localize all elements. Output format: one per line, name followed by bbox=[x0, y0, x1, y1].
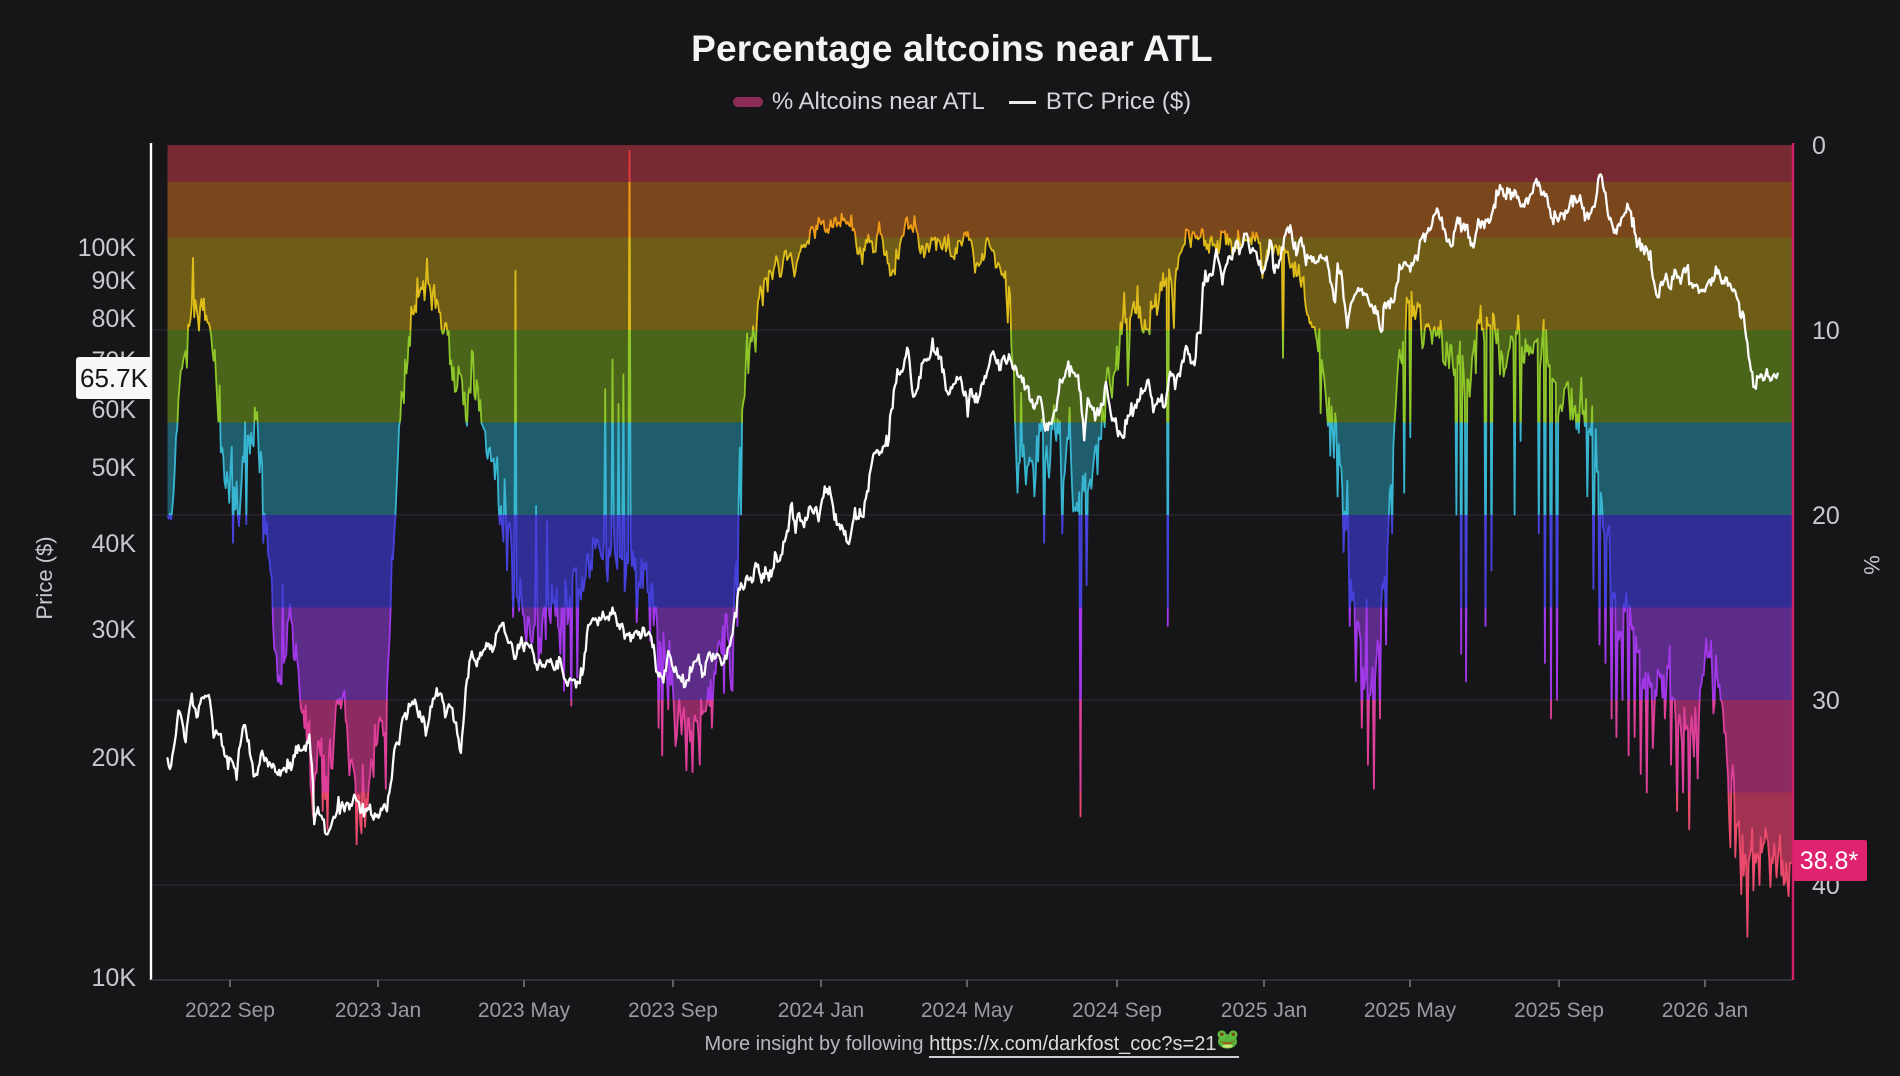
svg-text:10: 10 bbox=[1812, 317, 1840, 345]
svg-text:80K: 80K bbox=[92, 305, 137, 333]
svg-text:100K: 100K bbox=[78, 234, 137, 262]
svg-text:2025 May: 2025 May bbox=[1364, 999, 1457, 1022]
svg-text:%: % bbox=[1859, 555, 1884, 575]
svg-text:2023 Sep: 2023 Sep bbox=[628, 999, 718, 1022]
svg-text:30: 30 bbox=[1812, 687, 1840, 715]
svg-text:2024 Jan: 2024 Jan bbox=[778, 999, 864, 1022]
svg-text:65.7K: 65.7K bbox=[80, 363, 149, 393]
svg-text:38.8*: 38.8* bbox=[1800, 847, 1859, 875]
svg-text:Price ($): Price ($) bbox=[32, 536, 57, 619]
svg-text:90K: 90K bbox=[92, 267, 137, 295]
svg-text:2025 Jan: 2025 Jan bbox=[1221, 999, 1307, 1022]
svg-text:2025 Sep: 2025 Sep bbox=[1514, 999, 1604, 1022]
svg-text:2026 Jan: 2026 Jan bbox=[1662, 999, 1748, 1022]
svg-text:30K: 30K bbox=[92, 616, 137, 644]
svg-text:2022 Sep: 2022 Sep bbox=[185, 999, 275, 1022]
svg-text:2023 Jan: 2023 Jan bbox=[335, 999, 421, 1022]
svg-text:60K: 60K bbox=[92, 396, 137, 424]
svg-text:50K: 50K bbox=[92, 454, 137, 482]
svg-text:40K: 40K bbox=[92, 530, 137, 558]
svg-text:2023 May: 2023 May bbox=[478, 999, 571, 1022]
svg-text:10K: 10K bbox=[92, 964, 137, 992]
svg-text:2024 May: 2024 May bbox=[921, 999, 1014, 1022]
svg-text:0: 0 bbox=[1812, 132, 1826, 160]
svg-text:20: 20 bbox=[1812, 502, 1840, 530]
svg-text:20K: 20K bbox=[92, 744, 137, 772]
svg-text:2024 Sep: 2024 Sep bbox=[1072, 999, 1162, 1022]
